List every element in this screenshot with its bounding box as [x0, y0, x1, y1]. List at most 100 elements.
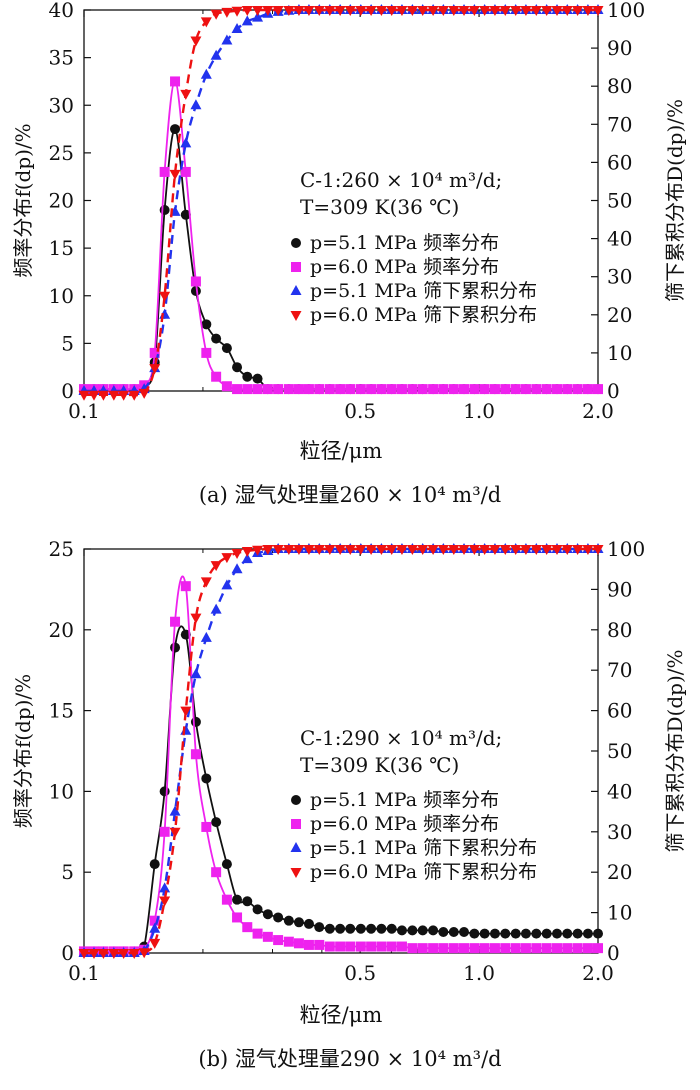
data-point	[365, 545, 377, 555]
data-point	[108, 390, 120, 401]
data-point	[438, 943, 449, 954]
y-right-tick-label: 50	[607, 739, 632, 763]
data-point	[128, 390, 140, 401]
data-point	[592, 6, 604, 16]
data-point	[252, 373, 263, 384]
data-point	[541, 6, 553, 16]
data-point	[221, 343, 232, 354]
data-point	[210, 603, 222, 614]
data-point	[303, 6, 315, 16]
data-point	[149, 859, 160, 870]
data-point	[283, 6, 295, 16]
data-point	[324, 384, 335, 395]
data-point	[479, 943, 490, 954]
data-point	[427, 545, 439, 555]
data-point	[561, 6, 573, 16]
data-point	[500, 384, 511, 395]
annotation-line: T=309 K(36 ℃)	[300, 195, 459, 219]
data-point	[324, 545, 336, 555]
data-point	[180, 629, 191, 640]
legend-marker	[290, 868, 302, 878]
legend-label: p=6.0 MPa 筛下累积分布	[310, 861, 537, 883]
data-point	[97, 390, 109, 401]
data-point	[78, 949, 90, 959]
data-point	[406, 6, 418, 16]
data-point	[138, 948, 150, 959]
data-point	[438, 384, 449, 395]
data-point	[510, 6, 522, 16]
data-point	[365, 6, 377, 16]
data-point	[242, 384, 253, 395]
data-point	[190, 285, 201, 296]
data-point	[334, 6, 346, 16]
data-point	[448, 943, 459, 954]
data-point	[200, 17, 212, 28]
data-point	[262, 545, 274, 555]
data-point	[531, 928, 542, 939]
legend-label: p=5.1 MPa 频率分布	[310, 789, 499, 811]
data-point	[407, 943, 418, 954]
data-point	[582, 6, 594, 16]
data-point	[552, 943, 563, 954]
figure-caption: (b) 湿气处理量290 × 10⁴ m³/d	[198, 1047, 501, 1071]
x-tick-label: 1.0	[463, 399, 495, 423]
data-point	[448, 545, 460, 555]
data-point	[437, 545, 449, 555]
data-point	[149, 915, 160, 926]
data-point	[169, 169, 181, 180]
y-left-tick-label: 0	[61, 379, 74, 403]
data-point	[562, 384, 573, 395]
data-point	[345, 384, 356, 395]
data-point	[314, 384, 325, 395]
data-point	[159, 826, 170, 837]
data-point	[169, 805, 181, 816]
y-right-tick-label: 100	[607, 537, 645, 561]
data-point	[283, 915, 294, 926]
data-point	[448, 926, 459, 937]
data-point	[376, 384, 387, 395]
chart-panel-a: 0.1 0.5 1.0 2.00510152025303540010203040506…	[11, 0, 687, 507]
data-point	[170, 124, 181, 135]
x-tick-label: 1.0	[463, 961, 495, 985]
data-point	[200, 631, 212, 642]
data-point	[593, 384, 603, 395]
data-point	[190, 36, 202, 47]
data-point	[500, 928, 511, 939]
data-point	[262, 6, 274, 16]
data-point	[201, 347, 212, 358]
data-point	[355, 545, 367, 555]
y-left-tick-label: 20	[49, 189, 74, 213]
data-point	[231, 563, 243, 574]
data-point	[469, 943, 480, 954]
data-point	[190, 716, 201, 727]
data-point	[593, 943, 603, 954]
y-right-tick-label: 80	[607, 74, 632, 98]
x-tick-label: 2.0	[582, 961, 614, 985]
data-point	[180, 89, 192, 100]
y-right-tick-label: 70	[607, 112, 632, 136]
y-right-tick-label: 90	[607, 577, 632, 601]
data-point	[170, 642, 181, 653]
data-point	[221, 894, 232, 905]
data-point	[293, 545, 305, 555]
data-point	[582, 943, 593, 954]
data-point	[118, 949, 130, 959]
data-point	[190, 99, 202, 110]
data-point	[180, 209, 191, 220]
data-point	[201, 319, 212, 330]
data-point	[562, 943, 573, 954]
data-point	[242, 922, 253, 933]
data-point	[345, 941, 356, 952]
data-point	[386, 6, 398, 16]
y-right-tick-label: 20	[607, 860, 632, 884]
legend-marker	[291, 819, 301, 829]
data-point	[500, 943, 511, 954]
data-point	[520, 545, 532, 555]
legend-marker	[290, 842, 302, 852]
data-point	[334, 545, 346, 555]
x-axis-label: 粒径/μm	[300, 1003, 383, 1027]
y-right-tick-label: 20	[607, 303, 632, 327]
data-point	[232, 384, 243, 395]
data-point	[159, 882, 171, 893]
data-point	[210, 9, 222, 20]
